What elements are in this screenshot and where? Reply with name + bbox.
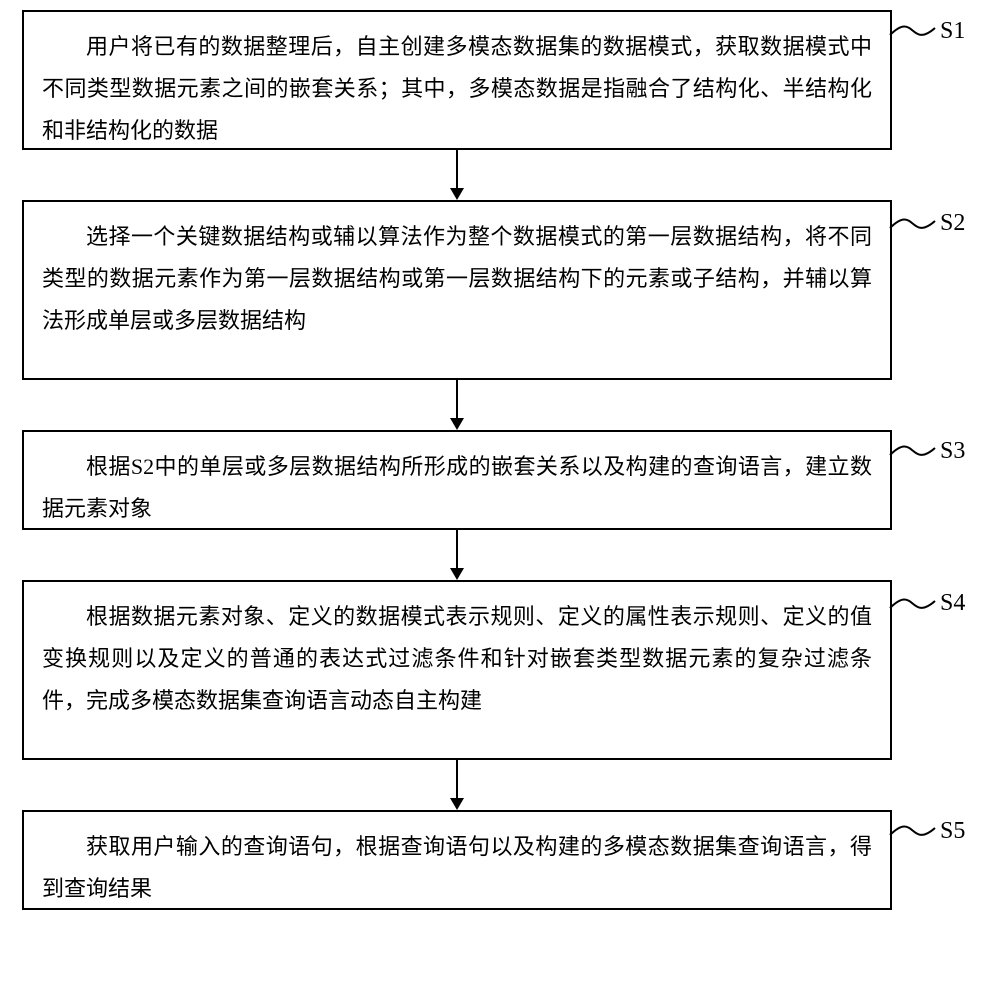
flowchart-container: 用户将已有的数据整理后，自主创建多模态数据集的数据模式，获取数据模式中不同类型数…: [0, 0, 993, 1000]
arrow-4: [0, 0, 993, 1000]
